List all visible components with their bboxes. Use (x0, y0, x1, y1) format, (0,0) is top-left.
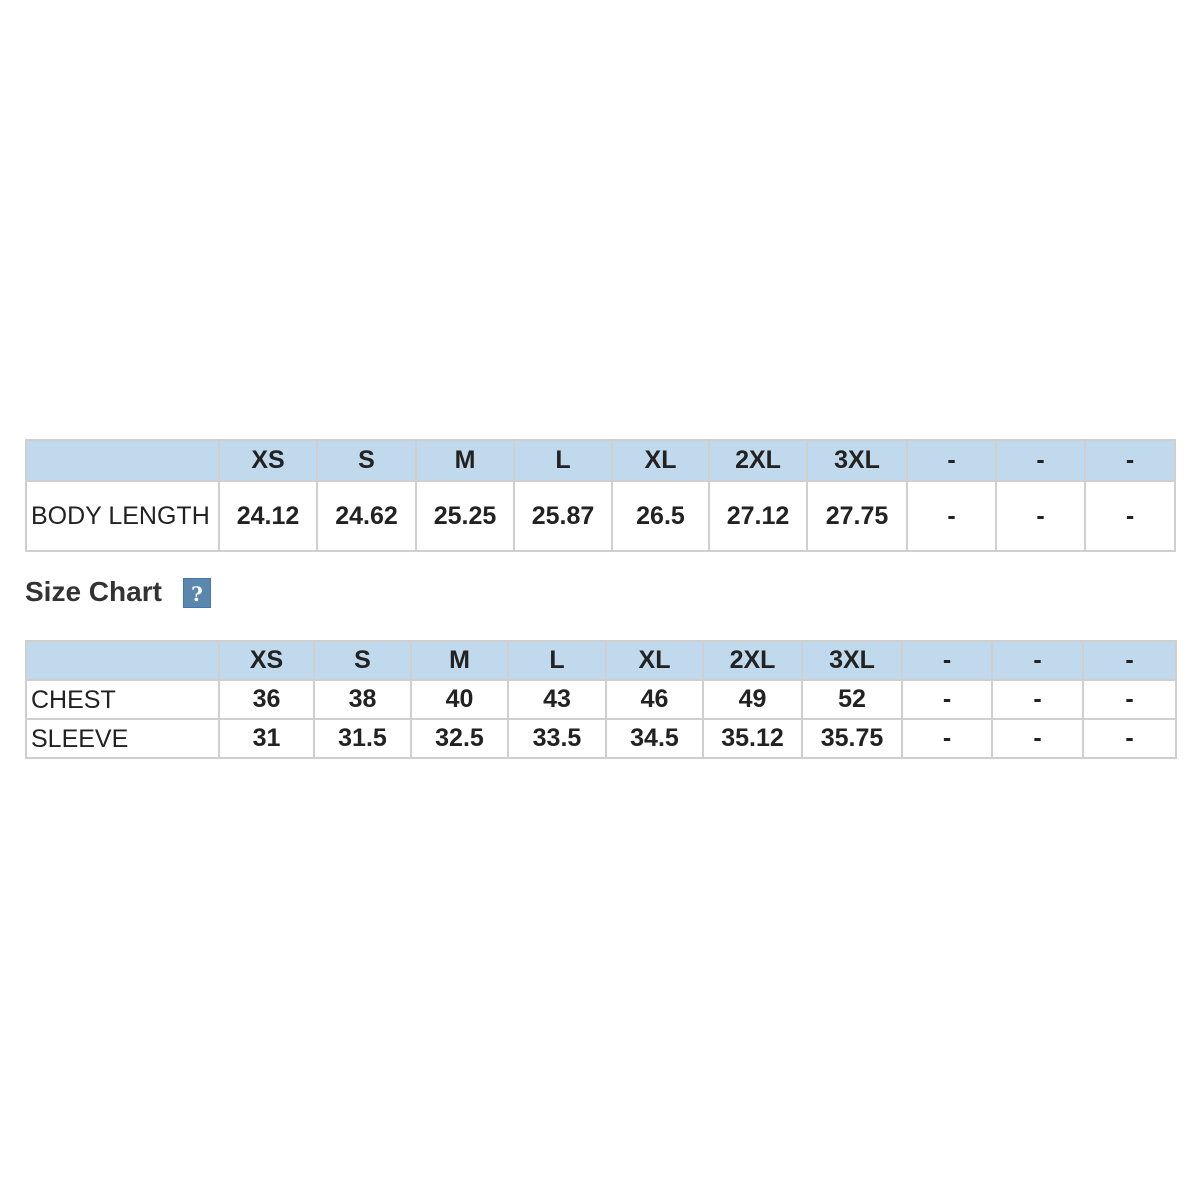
header-blank (25, 640, 220, 681)
size-value: 33.5 (507, 718, 607, 759)
size-header: S (313, 640, 412, 681)
row-label: SLEEVE (25, 718, 220, 759)
size-value: 35.75 (801, 718, 903, 759)
row-label: BODY LENGTH (25, 480, 220, 552)
size-value: - (901, 679, 993, 720)
size-value: - (1082, 679, 1177, 720)
size-value: - (1084, 480, 1176, 552)
size-value: 36 (218, 679, 315, 720)
header-blank (25, 439, 220, 482)
table-row: SLEEVE 31 31.5 32.5 33.5 34.5 35.12 35.75- - - (25, 718, 1177, 759)
size-header: XL (611, 439, 710, 482)
size-header: XS (218, 640, 315, 681)
size-value: 40 (410, 679, 509, 720)
size-header: M (410, 640, 509, 681)
size-chart-title: Size Chart (25, 576, 162, 607)
size-header: - (1082, 640, 1177, 681)
body-length-table: XS S M L XL 2XL 3XL - - - BODY LENGTH 24.12 24.62 25… (25, 439, 1176, 552)
size-value: 26.5 (611, 480, 710, 552)
size-value: 49 (702, 679, 803, 720)
size-value: 34.5 (605, 718, 704, 759)
size-value: 25.87 (513, 480, 613, 552)
header-row: XS S M L XL 2XL 3XL - - - (25, 439, 1176, 482)
size-value: 24.62 (316, 480, 417, 552)
size-value: 31 (218, 718, 315, 759)
row-label: CHEST (25, 679, 220, 720)
size-value: - (1082, 718, 1177, 759)
size-value: - (906, 480, 997, 552)
size-value: 35.12 (702, 718, 803, 759)
size-header: 3XL (806, 439, 908, 482)
size-value: 27.12 (708, 480, 808, 552)
size-chart-table: XS S M L XL 2XL 3XL - - - CHEST 36 38 40 43 46 49 52- - - … (25, 640, 1177, 759)
size-header: L (507, 640, 607, 681)
size-header: - (901, 640, 993, 681)
size-header: - (995, 439, 1086, 482)
size-value: 27.75 (806, 480, 908, 552)
size-value: - (901, 718, 993, 759)
size-value: 46 (605, 679, 704, 720)
size-header: XL (605, 640, 704, 681)
size-header: L (513, 439, 613, 482)
help-icon[interactable]: ? (183, 578, 211, 608)
size-header: XS (218, 439, 318, 482)
size-header: S (316, 439, 417, 482)
size-header: - (991, 640, 1084, 681)
header-row: XS S M L XL 2XL 3XL - - - (25, 640, 1177, 681)
size-value: 25.25 (415, 480, 515, 552)
size-value: - (991, 679, 1084, 720)
size-header: - (906, 439, 997, 482)
size-value: 38 (313, 679, 412, 720)
size-header: 2XL (708, 439, 808, 482)
size-value: - (995, 480, 1086, 552)
size-value: 52 (801, 679, 903, 720)
table-row: BODY LENGTH 24.12 24.62 25.25 25.87 26.5 27.12… (25, 480, 1176, 552)
size-value: 24.12 (218, 480, 318, 552)
size-value: 43 (507, 679, 607, 720)
size-header: - (1084, 439, 1176, 482)
size-header: 3XL (801, 640, 903, 681)
size-value: 32.5 (410, 718, 509, 759)
table-row: CHEST 36 38 40 43 46 49 52- - - (25, 679, 1177, 720)
size-value: 31.5 (313, 718, 412, 759)
size-header: 2XL (702, 640, 803, 681)
size-header: M (415, 439, 515, 482)
size-value: - (991, 718, 1084, 759)
